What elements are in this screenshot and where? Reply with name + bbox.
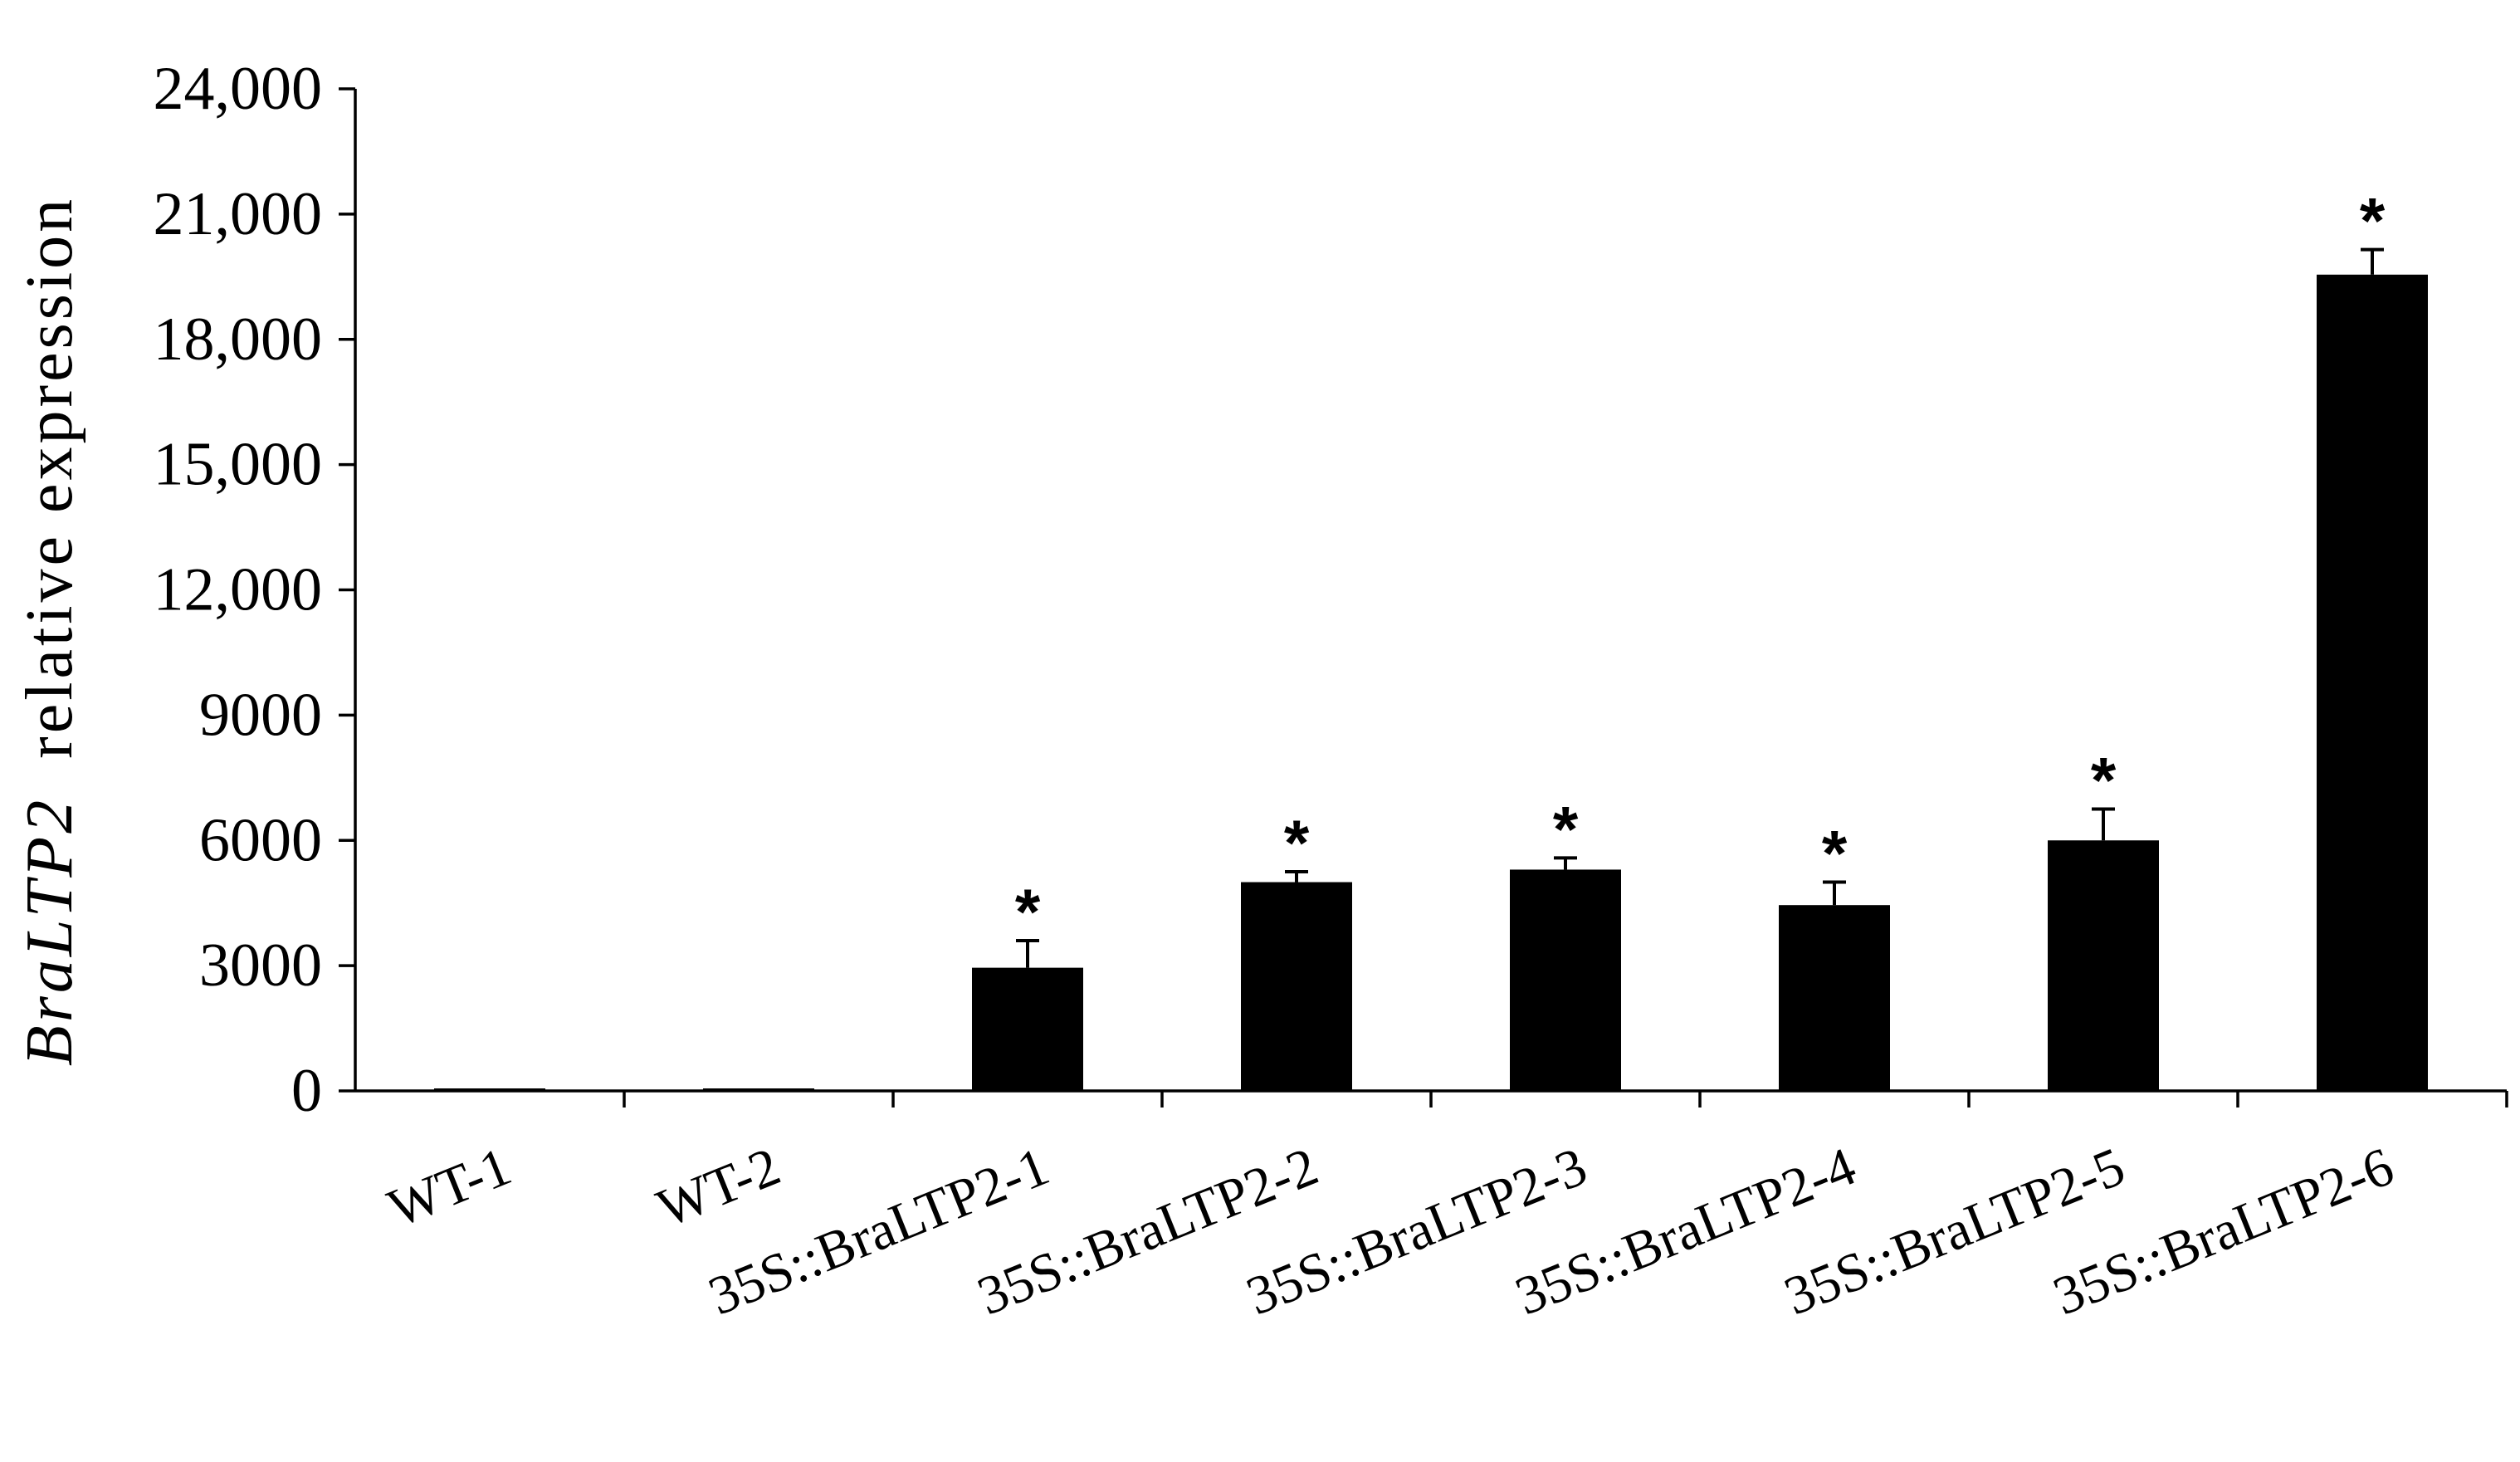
bar: [2048, 840, 2159, 1091]
y-tick-label: 3000: [199, 931, 322, 1000]
svg-text:BraLTP2 relative expre: BraLTP2 relative expression: [13, 196, 86, 1066]
x-tick-label: WT-1: [380, 1136, 520, 1239]
y-axis-title-rest: relative expression: [13, 196, 86, 759]
plot-area: 0 3000 6000 9000 12,000 15,000 18,000 21,000 24,…: [154, 55, 2508, 1327]
y-tick-label: 21,000: [154, 180, 323, 248]
significance-marker: *: [1822, 817, 1848, 890]
y-axis-title-gene: BraLTP2: [13, 797, 86, 1066]
y-tick-label: 9000: [199, 681, 322, 749]
bar: [1510, 869, 1621, 1091]
significance-marker: *: [1015, 875, 1041, 948]
significance-marker: *: [1284, 806, 1310, 879]
significance-marker: *: [1553, 792, 1579, 865]
bar: [2317, 274, 2428, 1091]
y-axis-title: BraLTP2 relative expression: [13, 196, 86, 1066]
bar: [434, 1088, 545, 1091]
significance-marker: *: [2360, 184, 2386, 257]
bar: [972, 967, 1083, 1091]
bar: [703, 1088, 814, 1091]
y-tick-label: 6000: [199, 806, 322, 874]
y-tick-label: 18,000: [154, 306, 323, 374]
significance-marker: *: [2091, 744, 2117, 817]
bar: [1779, 905, 1890, 1091]
y-tick-label: 12,000: [154, 556, 323, 624]
y-tick-label: 24,000: [154, 55, 323, 123]
y-tick-label: 15,000: [154, 431, 323, 499]
bar: [1241, 882, 1352, 1091]
x-tick-label: WT-2: [649, 1136, 789, 1239]
y-tick-label: 0: [291, 1057, 322, 1125]
